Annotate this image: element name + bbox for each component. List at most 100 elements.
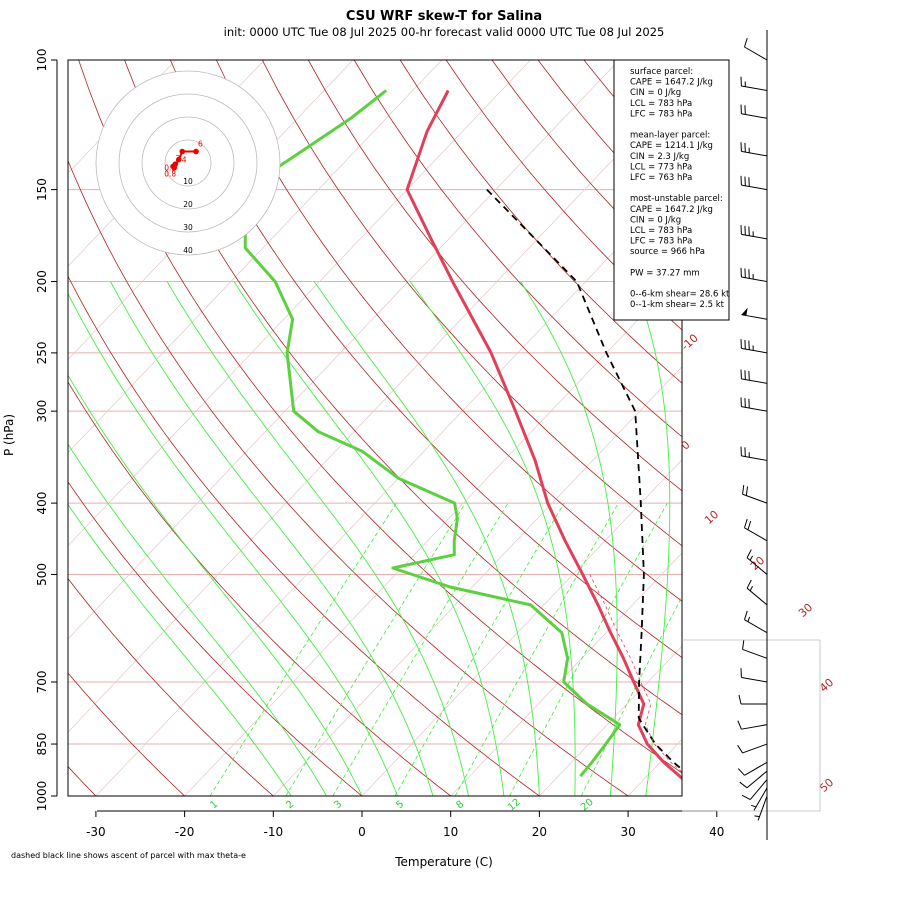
wind-barb-staff <box>741 724 768 730</box>
wind-barb-full <box>738 694 742 705</box>
chart-title: CSU WRF skew-T for Salina <box>346 9 542 24</box>
skewed-isotherm-line <box>68 60 531 547</box>
wind-barb-staff <box>742 493 768 504</box>
wind-barb-half <box>747 616 751 622</box>
wind-barb-staff <box>741 676 768 683</box>
hodograph: 10 20 30 40 0.50.8 3 4 6 <box>95 70 281 256</box>
y-tick-label: 200 <box>35 270 49 293</box>
hodograph-ring-label: 30 <box>183 223 193 232</box>
wind-barb-full <box>742 485 745 495</box>
mixing-ratio-label: 1 <box>208 799 220 812</box>
dry-adiabat-line <box>68 672 185 796</box>
y-tick-label: 100 <box>35 49 49 72</box>
wind-barb-staff <box>741 113 768 119</box>
info-box-line: 0--1-km shear= 2.5 kt <box>630 300 725 310</box>
y-tick-label: 850 <box>35 733 49 756</box>
info-box-frame <box>613 59 730 321</box>
wind-barb-full <box>739 781 748 789</box>
y-tick-label: 400 <box>35 492 49 515</box>
skewed-isotherm-line <box>539 645 682 796</box>
y-tick-label: 1000 <box>35 781 49 812</box>
hodograph-point-label: 6 <box>198 140 203 149</box>
wind-barb-staff <box>741 455 768 461</box>
hodograph-ring <box>164 139 212 187</box>
wind-barb-staff <box>741 184 768 191</box>
wind-barb-staff <box>744 527 768 542</box>
info-box-line: LFC = 763 hPa <box>630 173 692 183</box>
wind-barb-flag <box>741 307 748 316</box>
info-box-line: LCL = 773 hPa <box>630 162 692 172</box>
info-box-line: CIN = 2.3 J/kg <box>630 152 689 162</box>
wind-barb-full <box>737 744 743 754</box>
wind-barb-full <box>741 794 751 800</box>
x-axis-label: Temperature (C) <box>394 855 493 869</box>
wind-barb-full <box>742 640 745 650</box>
info-box-line: 0--6-km shear= 28.6 kt <box>630 290 730 300</box>
footnote: dashed black line shows ascent of parcel… <box>11 851 246 860</box>
moist-adiabat-line <box>68 503 292 796</box>
wind-barb-staff <box>757 795 768 821</box>
y-axis-label: P (hPa) <box>2 414 16 456</box>
temperature-line <box>405 89 682 781</box>
wind-barb-full <box>737 768 745 776</box>
dry-adiabat-line <box>353 60 682 438</box>
x-tick-label: 0 <box>358 825 366 839</box>
moist-adiabat-line <box>68 374 363 796</box>
wind-barb-staff <box>741 85 768 91</box>
info-box-line: source = 966 hPa <box>630 247 705 257</box>
wind-barb-full <box>744 610 748 620</box>
y-tick-label: 150 <box>35 178 49 201</box>
info-box-line: CAPE = 1647.2 J/kg <box>630 78 713 88</box>
wind-barb-half <box>749 586 754 592</box>
dry-adiabat-line <box>68 381 451 796</box>
x-tick-label: 20 <box>532 825 547 839</box>
skewed-isotherm-line <box>184 273 682 796</box>
mixing-ratio-line <box>509 502 668 796</box>
y-axis: 100 150 200 250 300 400 500 700 850 1000 <box>35 49 58 812</box>
wind-barb-full <box>737 720 742 730</box>
moist-adiabat-line <box>166 281 469 796</box>
dry-adiabat-line <box>722 60 900 796</box>
wind-barb-staff <box>741 347 768 354</box>
wind-barb-staff <box>749 779 768 800</box>
info-box-line: CAPE = 1647.2 J/kg <box>630 205 713 215</box>
wind-barb-staff <box>741 276 768 283</box>
info-box-line: LFC = 783 hPa <box>630 109 692 119</box>
hodograph-ring <box>118 93 258 233</box>
dry-adiabat-line <box>216 60 682 602</box>
info-box-line: mean-layer parcel: <box>630 131 710 141</box>
hodograph-point-label: 0.8 <box>164 170 176 179</box>
wind-barb-full <box>744 38 748 48</box>
wind-barb-staff <box>744 619 768 634</box>
wind-barb-staff <box>746 587 768 606</box>
hodograph-ring-label: 20 <box>183 200 193 209</box>
y-tick-label: 700 <box>35 671 49 694</box>
wind-barb-staff <box>746 557 768 575</box>
hodograph-ring <box>95 70 281 256</box>
chart-subtitle: init: 0000 UTC Tue 08 Jul 2025 00-hr for… <box>224 25 665 39</box>
mixing-ratio-label: 3 <box>332 799 344 812</box>
moist-adiabat-line <box>233 281 505 796</box>
wind-column-frame <box>682 639 821 812</box>
wind-barb-staff <box>741 406 768 412</box>
wind-barb-full <box>744 518 748 528</box>
mixing-ratio-line <box>332 502 509 796</box>
skewed-isotherm-line <box>450 552 682 796</box>
moist-adiabat-line <box>68 292 398 796</box>
isotherm-label: 0 <box>679 438 693 452</box>
mixing-ratio-labels: 1 2 3 5 8 12 20 <box>208 797 595 814</box>
skewed-isotherm-line <box>717 60 900 796</box>
wind-barb-half <box>754 815 760 818</box>
mixing-ratio-line <box>209 502 397 796</box>
hodograph-point <box>179 148 186 155</box>
moist-adiabat-line <box>110 281 434 796</box>
dry-adiabat-line <box>307 60 682 492</box>
info-box-line: PW = 37.27 mm <box>630 268 700 278</box>
x-tick-label: 40 <box>709 825 724 839</box>
wind-barb-staff <box>741 150 768 157</box>
dry-adiabat-line <box>68 481 363 796</box>
skewed-isotherm-line <box>68 60 443 454</box>
info-box-line: LCL = 783 hPa <box>630 99 692 109</box>
wind-barb-staff <box>744 761 768 776</box>
